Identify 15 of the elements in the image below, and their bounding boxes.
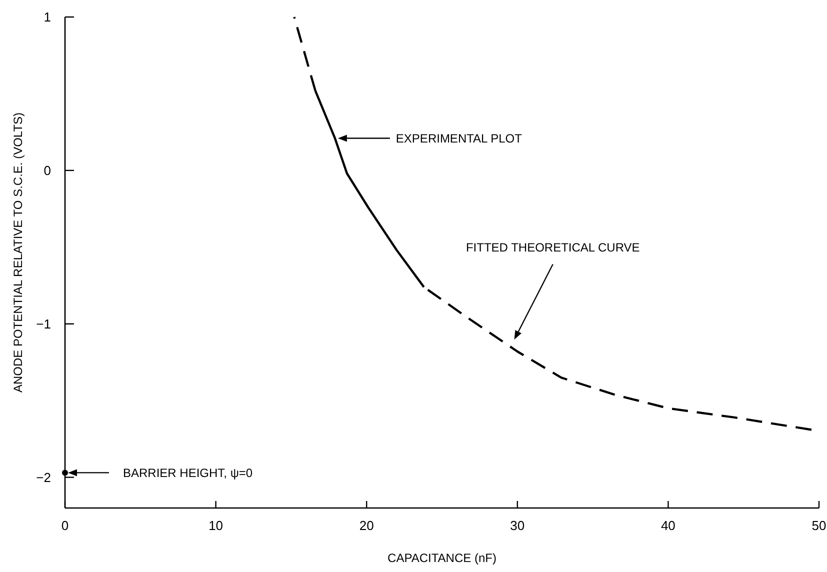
y-tick-label: 0 <box>44 162 51 178</box>
annotation: BARRIER HEIGHT, ψ=0 <box>123 466 253 480</box>
y-tick-label: 1 <box>44 10 51 25</box>
x-tick-label: 40 <box>660 518 676 533</box>
y-tick-label: −2 <box>36 470 51 485</box>
x-tick-label: 20 <box>359 518 374 533</box>
x-axis-title: CAPACITANCE (nF) <box>388 551 496 565</box>
x-tick-label: 30 <box>510 518 525 533</box>
annotation: EXPERIMENTAL PLOT <box>396 131 523 146</box>
annotation: FITTED THEORETICAL CURVE <box>466 240 640 254</box>
y-tick-label: −1 <box>36 316 51 332</box>
y-axis-title: ANODE POTENTIAL RELATIVE TO S.C.E. (VOLTS) <box>11 112 25 393</box>
x-tick-label: 50 <box>812 518 826 533</box>
x-tick-label: 0 <box>61 518 69 533</box>
x-tick-label: 10 <box>208 518 224 533</box>
